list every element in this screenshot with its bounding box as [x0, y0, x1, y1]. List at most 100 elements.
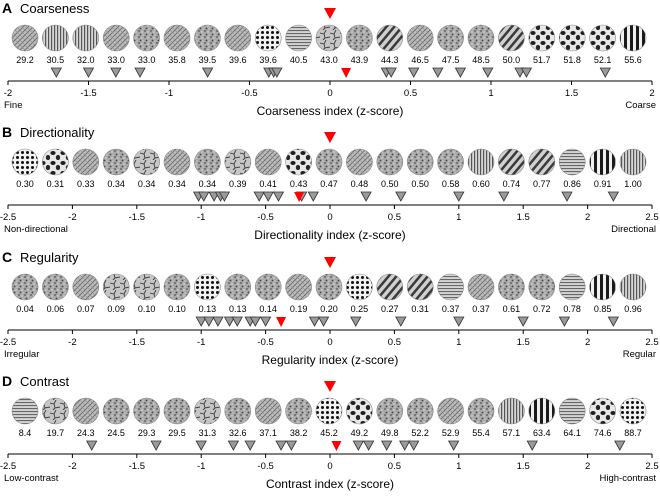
- texture-thumbnail: [102, 397, 130, 425]
- thumbnail-value-label: 0.96: [624, 304, 642, 314]
- thumbnail-value-label: 37.1: [259, 428, 277, 438]
- texture-thumbnail: [406, 148, 434, 176]
- thumbnail-value-label: 0.09: [107, 304, 125, 314]
- thumbnail-value-label: 0.72: [533, 304, 551, 314]
- tick-label: -0.5: [257, 212, 273, 223]
- texture-thumbnail: [285, 273, 312, 301]
- texture-thumbnail: [133, 148, 160, 176]
- tick-label: 0: [327, 461, 332, 472]
- thumbnail-value-label: 0.07: [77, 304, 95, 314]
- axis-left-label: Non-directional: [4, 224, 68, 235]
- texture-thumbnail: [376, 148, 404, 176]
- texture-thumbnail: [133, 273, 160, 301]
- axis-title: Regularity index (z-score): [262, 353, 399, 367]
- thumbnail-value-label: 0.86: [563, 179, 581, 189]
- thumbnail-value-label: 0.34: [199, 179, 217, 189]
- texture-thumbnail: [224, 24, 252, 52]
- target-marker: [276, 317, 287, 327]
- texture-marker: [110, 67, 122, 78]
- texture-thumbnail: [437, 273, 464, 301]
- texture-thumbnail: [11, 397, 39, 425]
- thumbnail-value-label: 0.77: [533, 179, 551, 189]
- thumbnail-value-label: 1.00: [624, 179, 642, 189]
- texture-thumbnail: [437, 397, 464, 425]
- texture-thumbnail: [11, 148, 39, 176]
- thumbnail-value-label: 39.5: [199, 55, 217, 65]
- thumbnail-value-label: 52.9: [442, 428, 460, 438]
- thumbnail-value-label: 8.4: [19, 428, 32, 438]
- texture-thumbnail: [498, 273, 525, 301]
- thumbnail-value-label: 63.4: [533, 428, 551, 438]
- panel-contrast: D Contrast 8.4 19.7 24.3 24.5 29.3 29.5 31.3 32.6…: [0, 373, 659, 491]
- texture-marker: [285, 440, 298, 451]
- thumbnail-value-label: 0.34: [168, 179, 186, 189]
- axis-left-label: Irregular: [4, 349, 39, 360]
- thumbnail-value-label: 0.43: [290, 179, 308, 189]
- reference-marker: [324, 8, 336, 19]
- texture-thumbnail: [589, 397, 616, 425]
- texture-thumbnail: [619, 148, 647, 176]
- tick-label: 1: [488, 88, 493, 99]
- texture-thumbnail: [619, 24, 647, 52]
- texture-thumbnail: [163, 397, 191, 425]
- thumbnail-value-label: 0.27: [381, 304, 399, 314]
- texture-thumbnail: [437, 24, 464, 52]
- thumbnail-value-label: 51.7: [533, 55, 551, 65]
- thumbnail-value-label: 49.2: [351, 428, 369, 438]
- target-marker: [294, 192, 305, 202]
- thumbnail-value-label: 33.0: [138, 55, 156, 65]
- thumbnail-value-label: 0.10: [138, 304, 156, 314]
- texture-marker: [259, 316, 272, 327]
- texture-marker: [50, 67, 62, 78]
- tick-label: -2: [68, 461, 76, 472]
- panel-letter: A: [2, 0, 12, 16]
- texture-marker: [360, 191, 372, 202]
- texture-marker: [262, 191, 274, 202]
- tick-label: 2.5: [645, 337, 658, 348]
- texture-thumbnail: [315, 273, 343, 301]
- texture-thumbnail: [42, 24, 69, 52]
- thumbnail-value-label: 0.41: [259, 179, 277, 189]
- texture-thumbnail: [346, 148, 373, 176]
- texture-marker: [272, 191, 285, 202]
- texture-marker: [150, 440, 162, 451]
- thumbnail-value-label: 0.14: [259, 304, 277, 314]
- texture-thumbnail: [528, 148, 556, 176]
- thumbnail-value-label: 45.2: [320, 428, 338, 438]
- axis-left-label: Low-contrast: [4, 473, 59, 484]
- texture-marker: [223, 316, 236, 327]
- axis-left-label: Fine: [4, 100, 22, 111]
- texture-thumbnail: [224, 397, 252, 425]
- texture-thumbnail: [133, 24, 160, 52]
- texture-marker: [607, 191, 620, 202]
- thumbnail-value-label: 24.3: [77, 428, 95, 438]
- axis-title: Coarseness index (z-score): [257, 104, 404, 118]
- texture-thumbnail: [285, 148, 312, 176]
- thumbnail-value-label: 52.2: [411, 428, 429, 438]
- tick-label: -2: [4, 88, 12, 99]
- thumbnail-value-label: 48.5: [472, 55, 490, 65]
- texture-thumbnail: [558, 397, 586, 425]
- panel-title: Regularity: [20, 250, 79, 265]
- reference-marker: [324, 132, 336, 143]
- tick-label: -2: [68, 337, 76, 348]
- axis-right-label: Coarse: [625, 100, 656, 111]
- thumbnail-value-label: 51.8: [563, 55, 581, 65]
- tick-label: 2.5: [645, 212, 658, 223]
- texture-marker: [227, 440, 240, 451]
- texture-thumbnail: [437, 148, 464, 176]
- texture-thumbnail: [558, 273, 586, 301]
- texture-marker: [408, 67, 420, 78]
- tick-label: 2: [585, 212, 590, 223]
- thumbnail-value-label: 88.7: [624, 428, 642, 438]
- texture-thumbnail: [346, 397, 373, 425]
- thumbnail-value-label: 0.37: [442, 304, 460, 314]
- thumbnail-value-label: 43.0: [320, 55, 338, 65]
- tick-label: 1.5: [517, 461, 530, 472]
- thumbnail-value-label: 0.78: [563, 304, 581, 314]
- texture-marker: [195, 316, 207, 327]
- tick-label: -1.5: [80, 88, 96, 99]
- thumbnail-value-label: 24.5: [107, 428, 125, 438]
- texture-thumbnail: [467, 148, 495, 176]
- thumbnail-value-label: 29.5: [168, 428, 186, 438]
